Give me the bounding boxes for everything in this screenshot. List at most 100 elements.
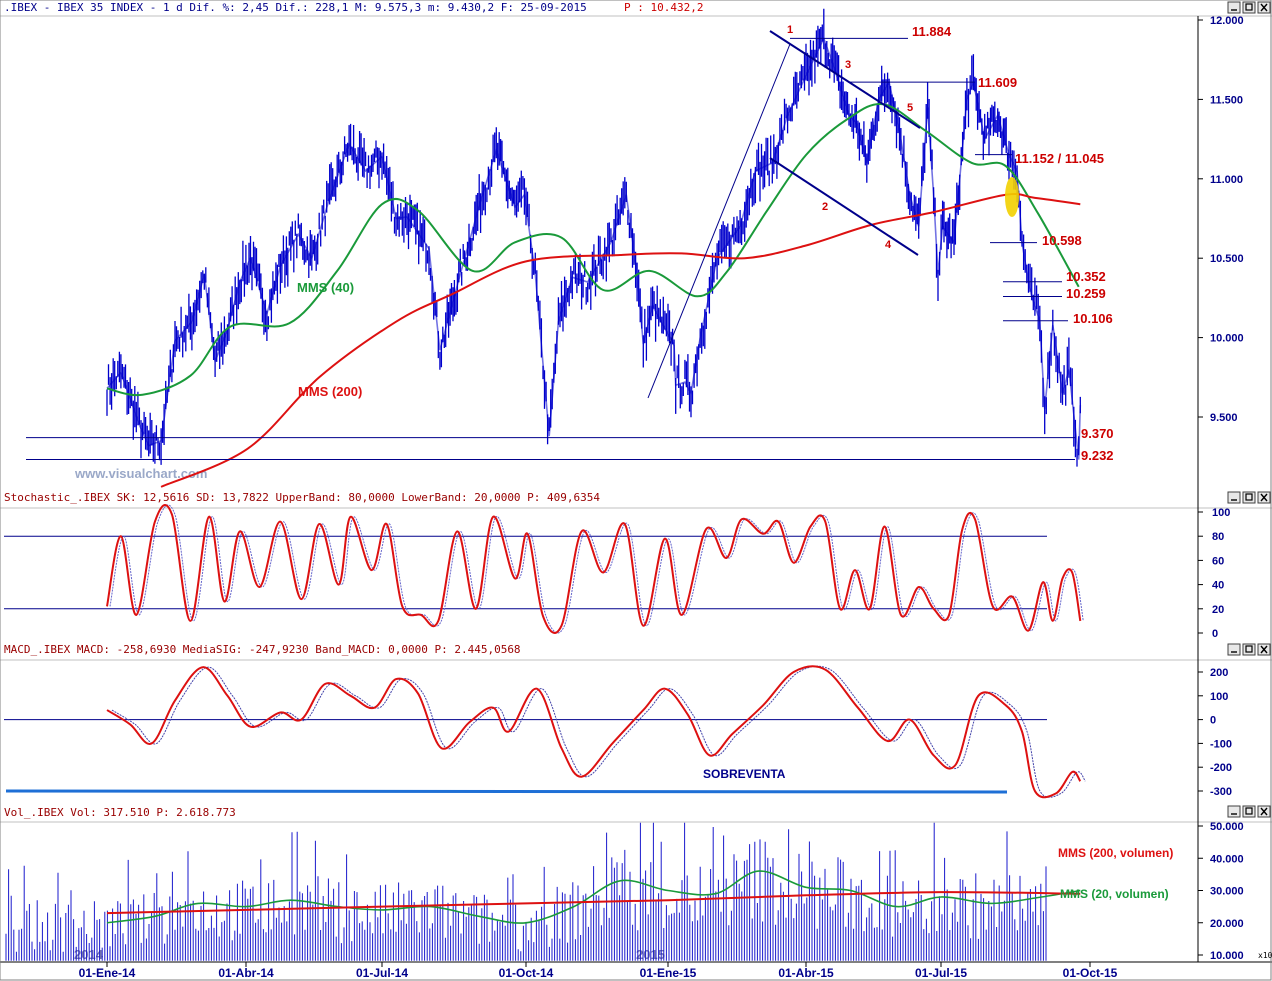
macd-y-tick-label: -100 — [1210, 738, 1232, 750]
maximize-icon — [1242, 491, 1256, 504]
price-level-label: 11.884 — [912, 24, 952, 39]
stoch-y-tick-label: 40 — [1212, 580, 1224, 592]
vol-sma20-label: MMS (20, volumen) — [1060, 887, 1169, 901]
stoch-y-tick-label: 80 — [1212, 531, 1224, 543]
vol-sma20-line — [106, 870, 1081, 924]
vol-sma200-label: MMS (200, volumen) — [1058, 846, 1173, 860]
stoch-sd-line — [109, 504, 1084, 634]
close-icon — [1260, 3, 1268, 12]
macd-y-tick-label: -300 — [1210, 786, 1232, 798]
price-level-label: 11.609 — [978, 75, 1017, 90]
plot-layer — [4, 8, 1086, 924]
price-level-label: 9.232 — [1081, 448, 1114, 463]
x-tick-label: 01-Oct-14 — [499, 966, 554, 980]
x-tick-label: 01-Abr-15 — [778, 966, 834, 980]
vol-y-tick-label: 20.000 — [1210, 918, 1244, 930]
close-icon — [1260, 807, 1268, 816]
oversold-label: SOBREVENTA — [703, 767, 786, 781]
x-tick-label: 01-Ene-14 — [79, 966, 136, 980]
vol-y-tick-label: 10.000 — [1210, 950, 1244, 962]
stochastic-panel-header: Stochastic_.IBEX SK: 12,5616 SD: 13,7822… — [4, 491, 600, 504]
volume-bars — [5, 822, 1047, 961]
price-level-label: 10.598 — [1042, 233, 1082, 248]
wave-label: 3 — [845, 59, 851, 71]
crossover-highlight — [1005, 177, 1019, 217]
macd-y-tick-label: 200 — [1210, 667, 1228, 679]
sma40-label: MMS (40) — [297, 280, 354, 295]
macd-y-tick-label: 0 — [1210, 715, 1216, 727]
vol-sma200-line — [106, 891, 1081, 915]
oversold-underline — [5, 789, 1008, 794]
wave-label: 2 — [822, 201, 828, 213]
stoch-y-tick-label: 0 — [1212, 628, 1218, 640]
panel-header-bar-2 — [0, 642, 1272, 660]
x-tick-label: 01-Jul-14 — [356, 966, 408, 980]
panel-header-bar-0 — [0, 0, 1272, 16]
macd-line — [106, 665, 1082, 799]
maximize-icon — [1245, 645, 1253, 653]
maximize-icon — [1242, 805, 1256, 818]
price-y-tick-label: 11.500 — [1210, 94, 1243, 106]
price-y-tick-label: 9.500 — [1210, 412, 1238, 424]
price-level-label: 10.106 — [1073, 311, 1113, 326]
wave-label: 5 — [907, 102, 913, 114]
wave-label: 1 — [787, 24, 793, 36]
maximize-icon — [1245, 807, 1253, 815]
price-level-label: 9.370 — [1081, 426, 1114, 441]
price-y-tick-label: 11.000 — [1210, 174, 1243, 186]
stoch-y-tick-label: 60 — [1212, 555, 1224, 567]
panel-controls — [1227, 1, 1271, 818]
price-y-tick-label: 12.000 — [1210, 15, 1244, 27]
price-level-label: 10.259 — [1066, 286, 1106, 301]
volume-panel-header: Vol_.IBEX Vol: 317.510 P: 2.618.773 — [4, 806, 236, 819]
price-panel-header-p: P : 10.432,2 — [624, 1, 703, 14]
sma200-label: MMS (200) — [298, 384, 362, 399]
maximize-icon — [1242, 643, 1256, 656]
close-icon — [1260, 493, 1268, 502]
volume-scale-label: x10 — [1258, 951, 1272, 960]
close-icon — [1260, 645, 1268, 654]
watermark: www.visualchart.com — [74, 466, 207, 481]
macd-panel-header: MACD_.IBEX MACD: -258,6930 MediaSIG: -24… — [4, 643, 521, 656]
macd-y-tick-label: -200 — [1210, 762, 1232, 774]
price-panel-header: .IBEX - IBEX 35 INDEX - 1 d Dif. %: 2,45… — [4, 1, 587, 14]
uptrend-line — [647, 43, 791, 399]
minimize-icon — [1227, 491, 1241, 504]
maximize-icon — [1245, 493, 1253, 501]
stoch-sk-line — [106, 504, 1082, 634]
x-tick-label: 01-Jul-15 — [915, 966, 967, 980]
maximize-icon — [1245, 3, 1253, 11]
channel-lower-line — [769, 157, 919, 256]
stoch-y-tick-label: 100 — [1212, 507, 1230, 519]
vol-y-tick-label: 50.000 — [1210, 821, 1244, 833]
x-tick-label: 01-Abr-14 — [218, 966, 274, 980]
macd-y-tick-label: 100 — [1210, 691, 1228, 703]
sma40-line — [106, 102, 1080, 397]
axis-labels: 12.000 11.500 11.000 10.500 10.000 9.500 01-En… — [79, 15, 1244, 980]
vol-y-tick-label: 40.000 — [1210, 853, 1244, 865]
sma200-line — [160, 192, 1081, 488]
price-level-label: 11.152 / 11.045 — [1015, 151, 1104, 166]
x-tick-label: 01-Ene-15 — [640, 966, 697, 980]
wave-label: 4 — [885, 239, 892, 251]
price-bars — [106, 8, 1081, 467]
panel-header-bar-3 — [0, 804, 1272, 822]
minimize-icon — [1227, 805, 1241, 818]
vol-y-tick-label: 30.000 — [1210, 886, 1244, 898]
x-tick-label: 01-Oct-15 — [1063, 966, 1118, 980]
price-y-tick-label: 10.000 — [1210, 333, 1244, 345]
volume-bar-series — [5, 822, 1047, 961]
channel-upper-line — [769, 30, 921, 129]
macd-signal-line — [111, 665, 1086, 798]
price-series-line — [106, 36, 1082, 460]
price-y-tick-label: 10.500 — [1210, 253, 1244, 265]
maximize-icon — [1242, 1, 1256, 14]
panel-header-bar-1 — [0, 490, 1272, 508]
stoch-y-tick-label: 20 — [1212, 604, 1224, 616]
minimize-icon — [1227, 1, 1241, 14]
minimize-icon — [1227, 643, 1241, 656]
annotation-layer: 11.884 11.609 11.152 / 11.045 10.598 10.352 1… — [5, 24, 1173, 901]
